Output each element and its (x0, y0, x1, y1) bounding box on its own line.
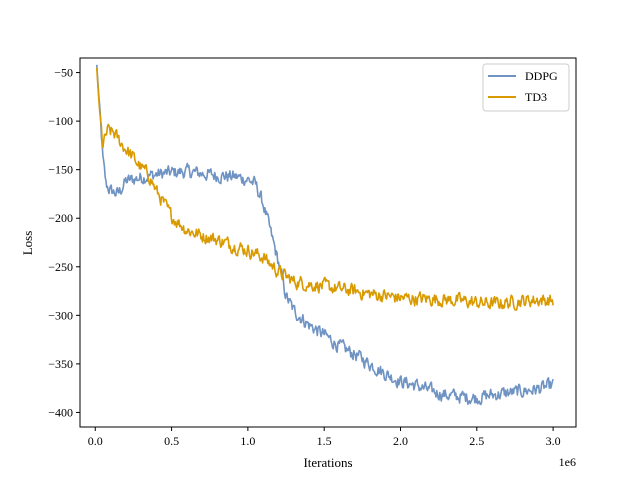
x-tick-label: 0.0 (88, 434, 103, 448)
y-tick-label: −300 (48, 308, 73, 322)
x-tick-label: 1.0 (240, 434, 255, 448)
x-axis-label: Iterations (303, 455, 352, 470)
x-tick-label: 2.5 (469, 434, 484, 448)
plot-background (80, 58, 576, 427)
legend-label-td3: TD3 (525, 90, 547, 104)
y-tick-label: −250 (48, 260, 73, 274)
y-tick-label: −200 (48, 211, 73, 225)
y-tick-label: −50 (54, 66, 73, 80)
y-tick-label: −400 (48, 405, 73, 419)
x-offset-label: 1e6 (559, 455, 576, 469)
y-tick-label: −150 (48, 163, 73, 177)
plot-frame (79, 57, 577, 428)
x-tick-label: 3.0 (546, 434, 561, 448)
series-line-td3 (96, 67, 554, 311)
legend-label-ddpg: DDPG (525, 69, 558, 83)
x-axis: 0.0 0.5 1.0 1.5 2.0 2.5 3.0 (88, 427, 561, 448)
x-tick-label: 2.0 (393, 434, 408, 448)
series-line-ddpg (96, 64, 554, 406)
y-tick-label: −100 (48, 114, 73, 128)
legend: DDPG TD3 (482, 63, 570, 112)
series-layer (96, 64, 554, 406)
x-tick-label: 1.5 (317, 434, 332, 448)
y-tick-label: −350 (48, 357, 73, 371)
x-tick-label: 0.5 (164, 434, 179, 448)
y-axis-label: Loss (20, 231, 35, 256)
y-axis: −50 −100 −150 −200 −250 −300 −350 −400 (48, 66, 80, 419)
